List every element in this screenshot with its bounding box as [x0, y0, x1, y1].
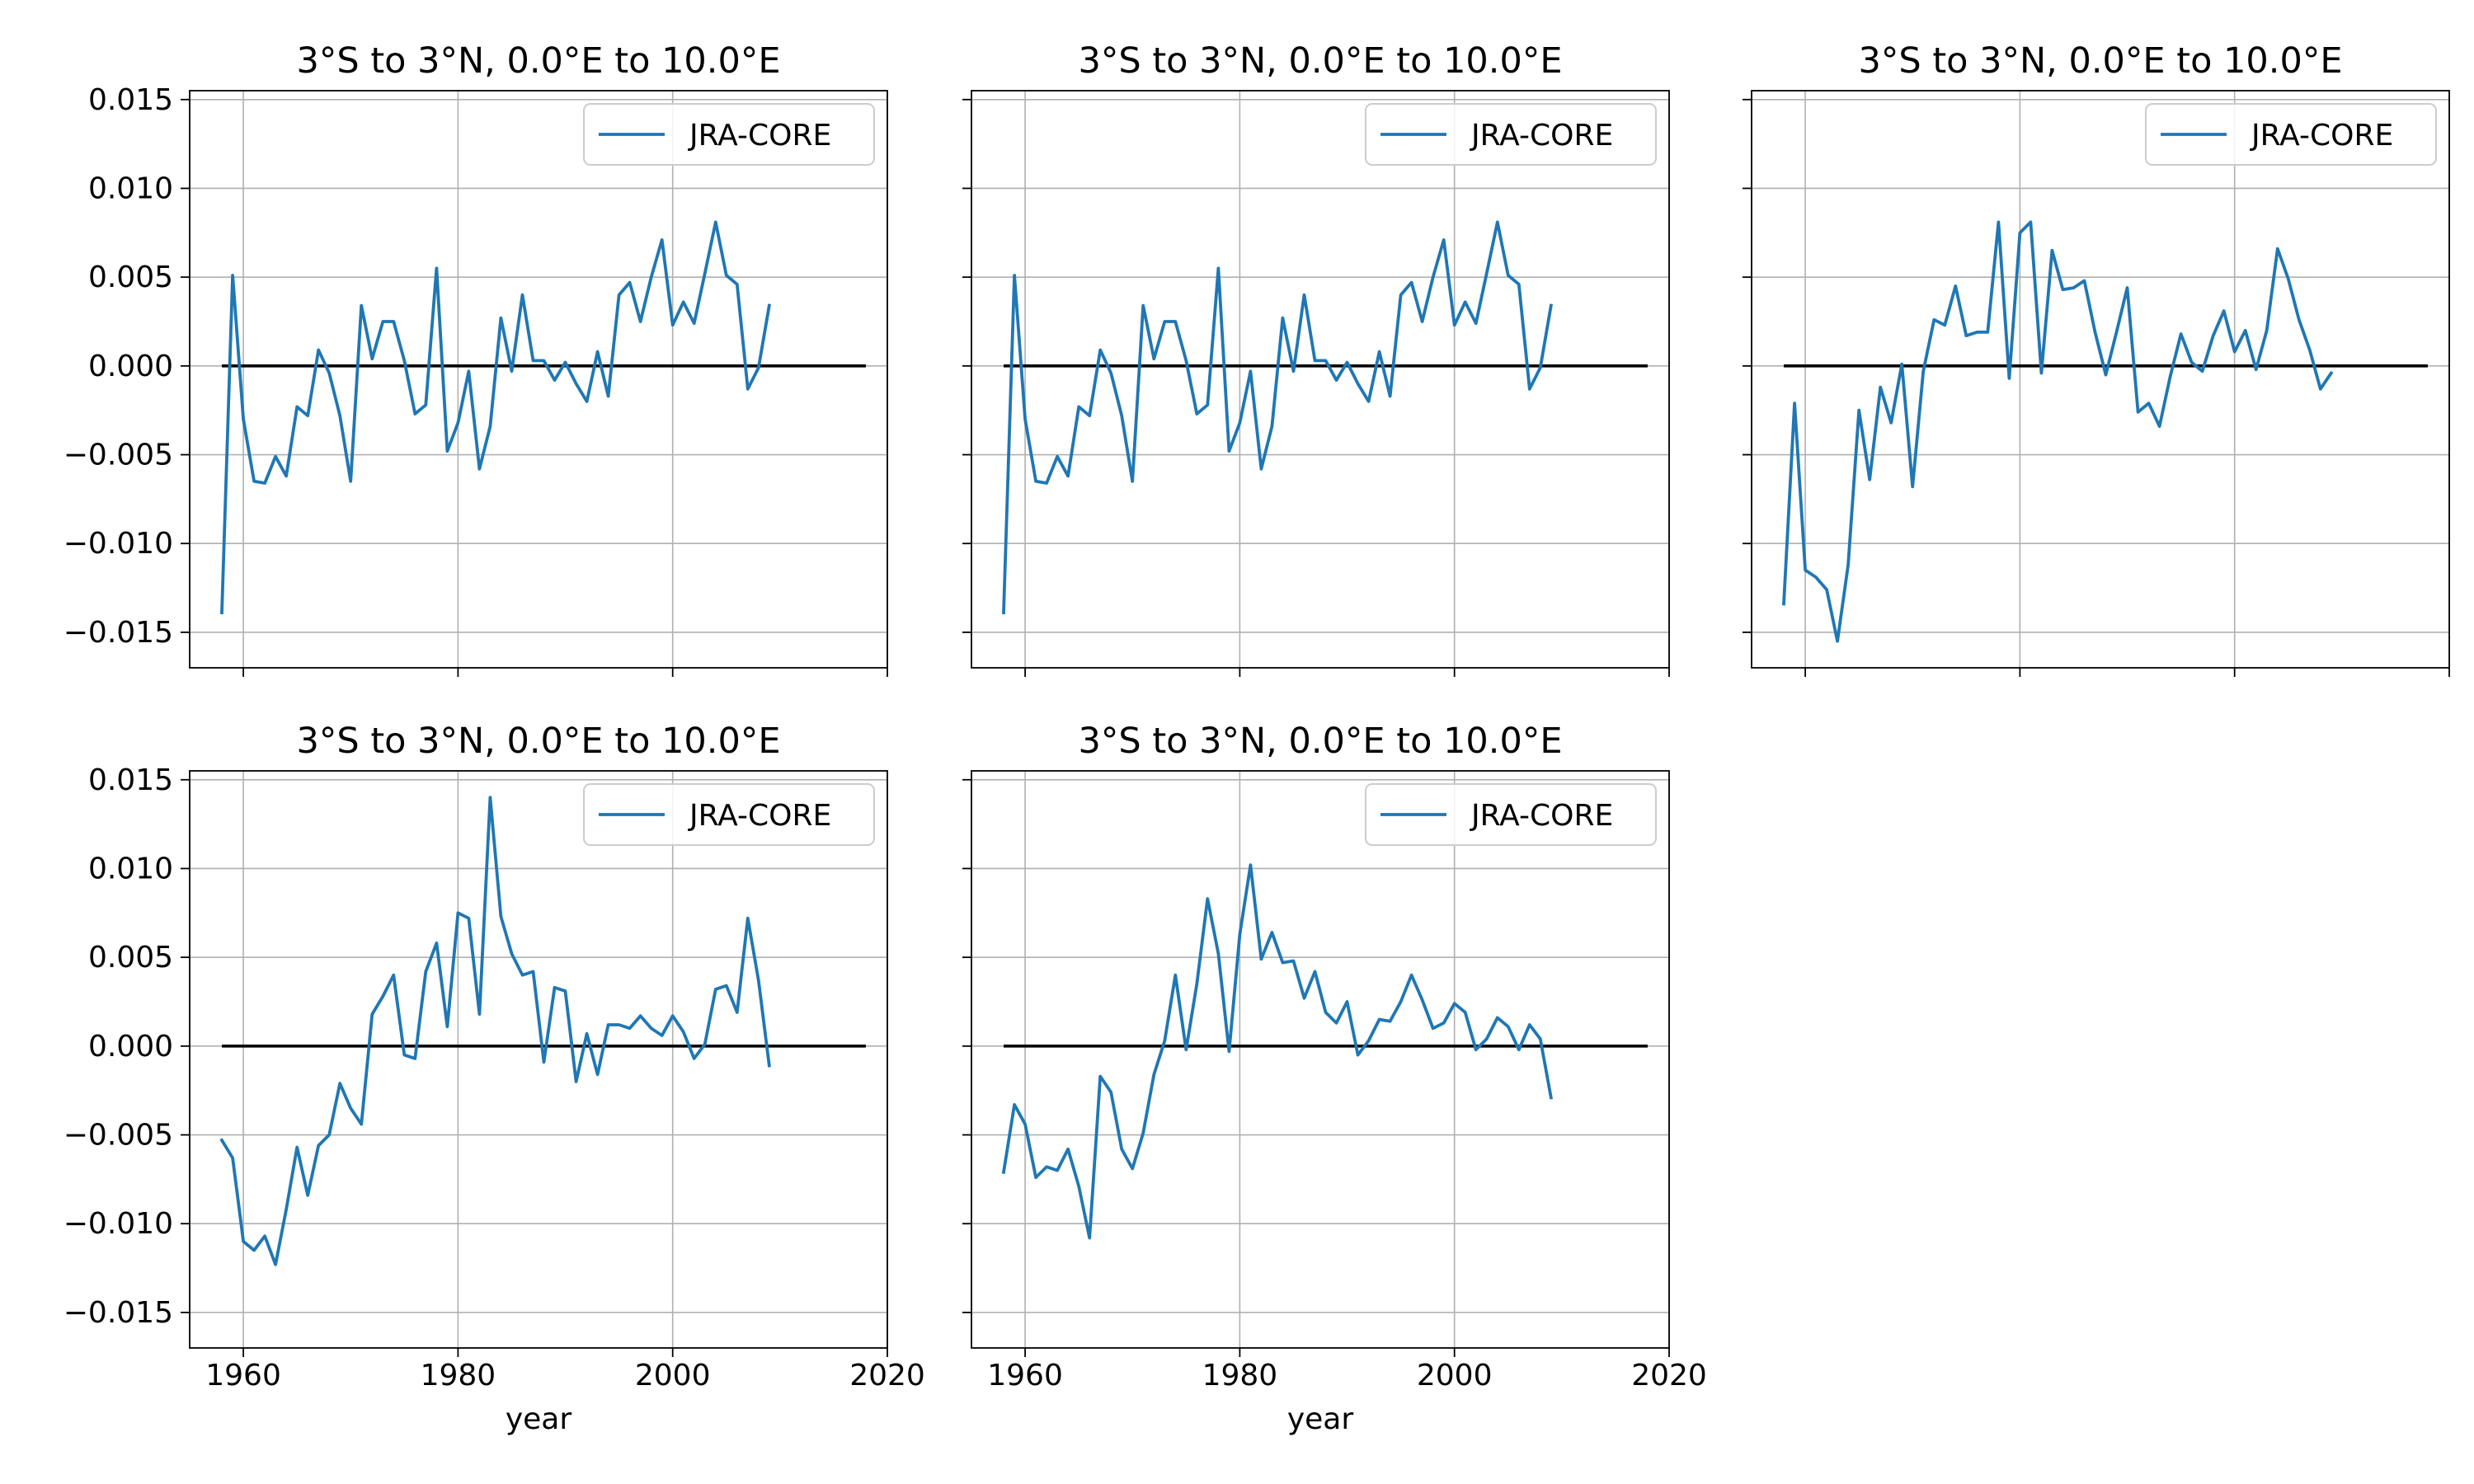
legend: JRA-CORE [1365, 783, 1657, 846]
axes-frame [189, 770, 888, 1349]
chart-panel-3: 3°S to 3°N, 0.0°E to 10.0°E JRA-CORE [1743, 40, 2450, 677]
chart-title: 3°S to 3°N, 0.0°E to 10.0°E [297, 721, 781, 762]
y-tick-label: 0.010 [88, 171, 173, 205]
x-tick-label: 2000 [635, 1359, 711, 1392]
axes-frame [1751, 90, 2450, 669]
x-tick-label: 1980 [1202, 1359, 1278, 1392]
legend-box [1365, 783, 1657, 846]
chart-panel-5: 1960 1980 2000 2020 3°S to 3°N, 0.0°E to 10.… [962, 721, 1707, 1436]
legend-label: JRA-CORE [2250, 119, 2393, 153]
chart-panel-1: −0.015 −0.010 −0.005 0.000 0.005 0.010 0.015 3°… [63, 40, 888, 677]
axes-frame [189, 90, 888, 669]
chart-title: 3°S to 3°N, 0.0°E to 10.0°E [1079, 721, 1563, 762]
x-tick-label: 1980 [421, 1359, 496, 1392]
series-line-1 [1001, 863, 1554, 1240]
legend-label: JRA-CORE [1470, 799, 1613, 833]
chart-title: 3°S to 3°N, 0.0°E to 10.0°E [297, 40, 781, 82]
x-tick-label: 2020 [849, 1359, 925, 1392]
legend: JRA-CORE [583, 103, 875, 166]
y-tick-label: 0.005 [88, 261, 173, 294]
series-line-1 [1002, 220, 1553, 615]
series-line-1 [1782, 220, 2334, 643]
y-tick-label: −0.010 [63, 1207, 173, 1241]
y-tick-label: −0.005 [63, 1119, 173, 1153]
legend-label: JRA-CORE [688, 119, 831, 153]
legend-label: JRA-CORE [1470, 119, 1613, 153]
legend: JRA-CORE [1365, 103, 1657, 166]
x-tick-label: 2000 [1417, 1359, 1493, 1392]
y-tick-label: −0.005 [63, 439, 173, 472]
legend-box [2145, 103, 2437, 166]
legend: JRA-CORE [583, 783, 875, 846]
x-axis-label: year [1287, 1402, 1354, 1436]
legend-box [583, 783, 875, 846]
series-line-1 [220, 220, 771, 615]
y-tick-label: −0.010 [63, 527, 173, 561]
chart-title: 3°S to 3°N, 0.0°E to 10.0°E [1859, 40, 2343, 82]
y-tick-label: 0.015 [88, 763, 173, 797]
x-tick-label: 1960 [987, 1359, 1063, 1392]
legend: JRA-CORE [2145, 103, 2437, 166]
y-tick-label: −0.015 [63, 616, 173, 650]
x-tick-label: 2020 [1631, 1359, 1707, 1392]
legend-box [1365, 103, 1657, 166]
x-tick-label: 1960 [205, 1359, 281, 1392]
chart-panel-2: 3°S to 3°N, 0.0°E to 10.0°E JRA-CORE [962, 40, 1670, 677]
chart-panel-4: 1960 1980 2000 2020 −0.015 −0.010 −0.005 0.000 0… [63, 721, 925, 1436]
legend-label: JRA-CORE [688, 799, 831, 833]
y-tick-label: 0.000 [88, 1030, 173, 1064]
x-axis-label: year [506, 1402, 572, 1436]
y-tick-label: 0.015 [88, 83, 173, 117]
chart-title: 3°S to 3°N, 0.0°E to 10.0°E [1079, 40, 1563, 82]
y-tick-label: 0.010 [88, 852, 173, 885]
y-tick-label: −0.015 [63, 1296, 173, 1330]
axes-frame [971, 90, 1670, 669]
y-tick-label: 0.005 [88, 941, 173, 974]
axes-frame [971, 770, 1670, 1349]
legend-box [583, 103, 875, 166]
y-tick-label: 0.000 [88, 350, 173, 383]
series-line-1 [219, 796, 771, 1266]
